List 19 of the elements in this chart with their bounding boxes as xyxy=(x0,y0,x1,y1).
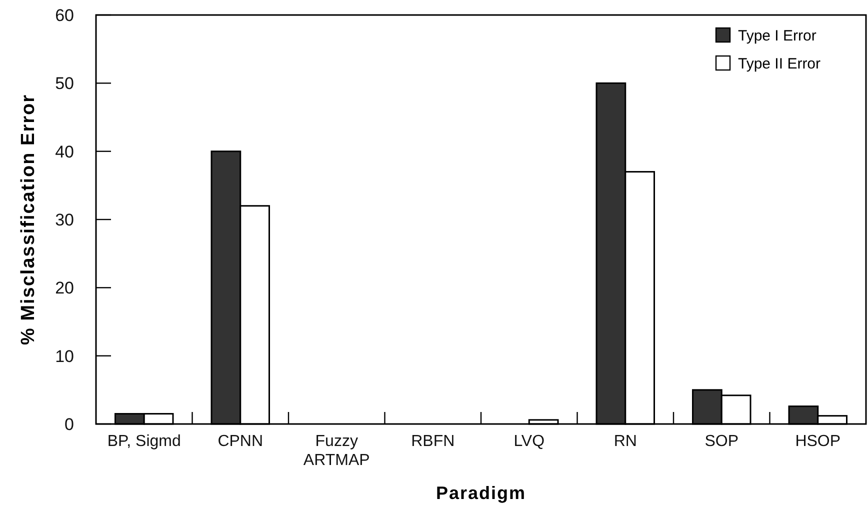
x-tick-label: LVQ xyxy=(514,433,545,450)
y-tick-label: 30 xyxy=(55,210,74,230)
y-axis-title: % Misclassification Error xyxy=(18,94,39,345)
y-tick-label: 10 xyxy=(55,346,74,366)
legend-label: Type I Error xyxy=(738,27,816,44)
y-tick-label: 0 xyxy=(64,414,74,434)
x-axis-title: Paradigm xyxy=(436,483,526,503)
x-tick-label: HSOP xyxy=(795,433,841,450)
x-tick-label: Fuzzy ARTMAP xyxy=(303,433,370,469)
y-tick-label: 60 xyxy=(55,6,74,25)
x-tick-label: CPNN xyxy=(218,433,264,450)
x-tick-label: BP, Sigmd xyxy=(107,433,181,450)
legend-label: Type II Error xyxy=(738,55,821,72)
x-tick-label: SOP xyxy=(704,433,739,450)
x-tick-label: RN xyxy=(614,433,637,450)
x-tick-label: RBFN xyxy=(411,433,455,450)
y-tick-label: 20 xyxy=(55,278,74,298)
y-tick-label: 40 xyxy=(55,142,74,162)
y-tick-label: 50 xyxy=(55,74,74,94)
